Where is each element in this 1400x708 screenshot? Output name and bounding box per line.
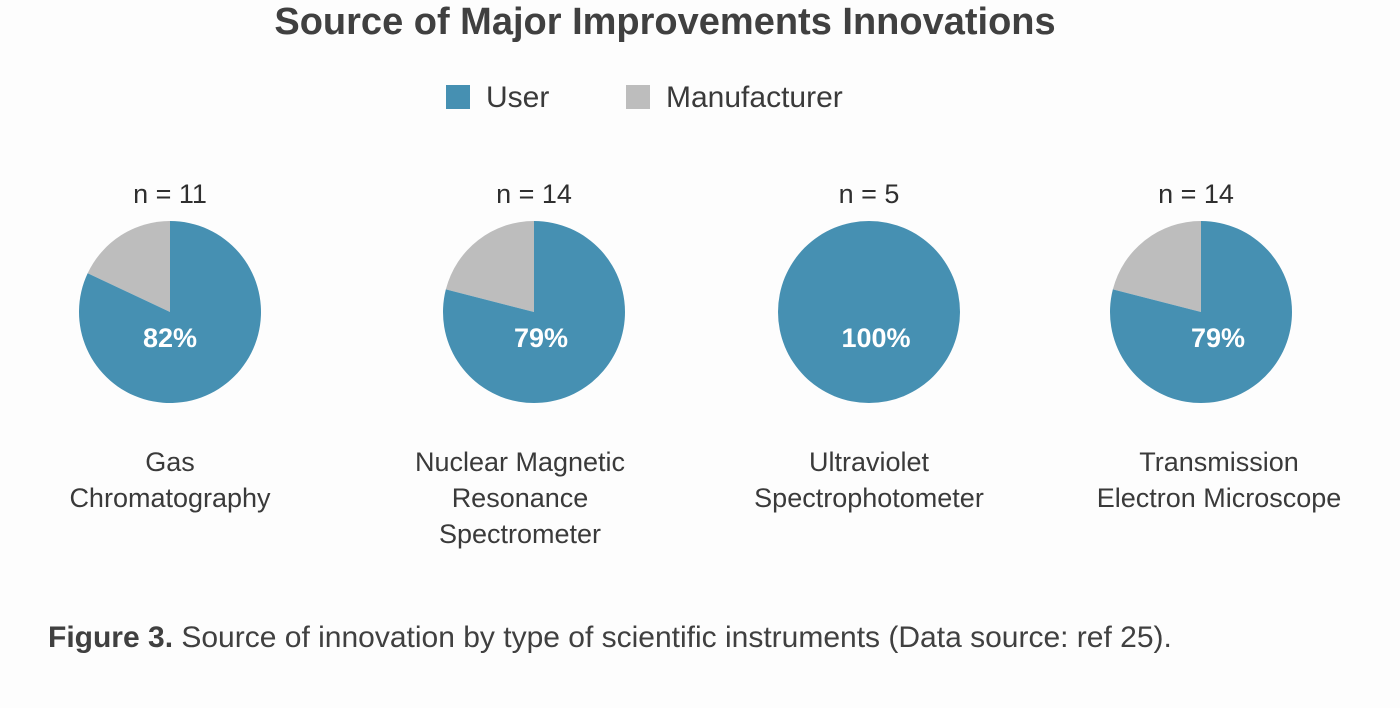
pie-n-label: n = 14 bbox=[1158, 179, 1234, 209]
pie-chart-transmission-electron-microscope bbox=[1110, 221, 1292, 403]
pie-user-percent-label: 100% bbox=[841, 323, 911, 353]
pie-n-label: n = 5 bbox=[838, 179, 900, 209]
category-line: Transmission bbox=[1139, 447, 1299, 477]
category-line: Spectrophotometer bbox=[754, 483, 984, 513]
pie-user-percent-label: 82% bbox=[142, 323, 198, 353]
category-line: Resonance bbox=[451, 483, 589, 513]
pie-category-label: Nuclear Magnetic Resonance Spectrometer bbox=[370, 444, 670, 552]
pie-user-percent-label: 79% bbox=[1190, 323, 1246, 353]
pie-category-label: Transmission Electron Microscope bbox=[1069, 444, 1369, 516]
pie-slice-manufacturer bbox=[445, 221, 534, 312]
caption-figure-number: Figure 3. bbox=[48, 621, 174, 654]
pie-chart-gas-chromatography bbox=[79, 221, 261, 403]
pie-slice-user bbox=[443, 221, 625, 403]
pie-slice-manufacturer bbox=[1112, 221, 1201, 312]
pie-category-label: Ultraviolet Spectrophotometer bbox=[719, 444, 1019, 516]
figure-caption: Figure 3. Source of innovation by type o… bbox=[48, 618, 1172, 658]
category-line: Gas bbox=[145, 447, 195, 477]
category-line: Electron Microscope bbox=[1096, 483, 1342, 513]
pie-user-percent-label: 79% bbox=[513, 323, 569, 353]
pie-slice-user bbox=[1110, 221, 1292, 403]
caption-text: Source of innovation by type of scientif… bbox=[173, 621, 1172, 654]
chart-title: Source of Major Improvements Innovations bbox=[274, 1, 1056, 43]
pie-slice-user bbox=[778, 221, 960, 403]
legend-swatch-manufacturer bbox=[626, 85, 650, 109]
pie-chart-uv-spectrophotometer bbox=[778, 221, 960, 403]
category-line: Ultraviolet bbox=[808, 447, 930, 477]
pie-n-label: n = 14 bbox=[496, 179, 572, 209]
pie-chart-nmr-spectrometer bbox=[443, 221, 625, 403]
legend-swatch-user bbox=[446, 85, 470, 109]
category-line: Chromatography bbox=[69, 483, 271, 513]
pie-slice-manufacturer bbox=[87, 221, 170, 312]
pie-slice-user bbox=[79, 221, 261, 403]
legend-label-manufacturer: Manufacturer bbox=[666, 81, 843, 114]
category-line: Spectrometer bbox=[438, 519, 602, 549]
pie-n-label: n = 11 bbox=[133, 179, 207, 209]
legend-label-user: User bbox=[486, 81, 550, 114]
pie-category-label: Gas Chromatography bbox=[20, 444, 320, 516]
category-line: Nuclear Magnetic bbox=[414, 447, 626, 477]
